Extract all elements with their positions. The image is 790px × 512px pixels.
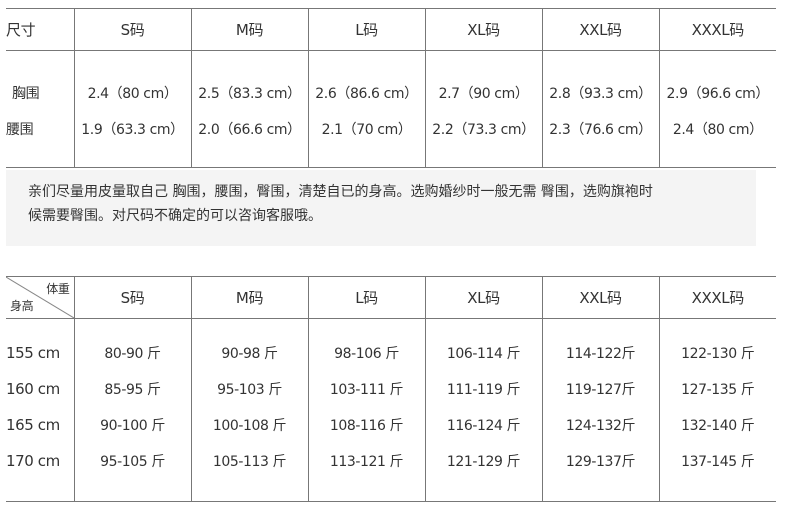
size-header: XL码 [424,276,542,319]
cell: 2.8（93.3 cm） [541,75,659,111]
height-weight-size-table: 体重 身高 S码 M码 L码 XL码 XXL码 XXXL码 155 cm 80-… [6,276,776,502]
row-label: 腰围 [6,122,34,138]
cell: 2.7（90 cm） [424,75,542,111]
cell: 132-140 斤 [658,407,776,443]
note-line: 亲们尽量用皮量取自己 胸围，腰围，臀围，清楚自已的身高。选购婚纱时一般无需 臀围… [28,184,653,200]
cell: 111-119 斤 [424,371,542,407]
size-header: S码 [73,276,191,319]
row-label: 155 cm [6,344,60,362]
cell: 2.5（83.3 cm） [190,75,308,111]
cell: 127-135 斤 [658,371,776,407]
cell: 137-145 斤 [658,443,776,479]
cell: 90-98 斤 [190,335,308,371]
size-header: L码 [307,276,425,319]
size-header: M码 [190,276,308,319]
row-label: 165 cm [6,416,60,434]
height-label: 身高 [10,299,34,313]
table-row: 腰围 1.9（63.3 cm） 2.0（66.6 cm） 2.1（70 cm） … [6,111,776,147]
cell: 124-132斤 [541,407,659,443]
corner-label: 尺寸 [6,8,74,51]
corner-cell: 体重 身高 [6,276,74,319]
cell: 98-106 斤 [307,335,425,371]
size-header: M码 [190,8,308,51]
table-row: 160 cm 85-95 斤 95-103 斤 103-111 斤 111-11… [6,371,776,407]
cell: 90-100 斤 [73,407,191,443]
header-row: 尺寸 S码 M码 L码 XL码 XXL码 XXXL码 [6,8,776,51]
cell: 95-103 斤 [190,371,308,407]
cell: 122-130 斤 [658,335,776,371]
cell: 2.9（96.6 cm） [658,75,776,111]
cell: 129-137斤 [541,443,659,479]
cell: 2.2（73.3 cm） [424,111,542,147]
size-header: XXXL码 [658,276,776,319]
cell: 106-114 斤 [424,335,542,371]
measurement-size-table: 尺寸 S码 M码 L码 XL码 XXL码 XXXL码 胸围 2.4（80 cm）… [6,8,776,168]
table-row: 胸围 2.4（80 cm） 2.5（83.3 cm） 2.6（86.6 cm） … [6,75,776,111]
note-line: 候需要臀围。对尺码不确定的可以咨询客服哦。 [28,208,322,224]
size-header: XXL码 [541,8,659,51]
header-row: 体重 身高 S码 M码 L码 XL码 XXL码 XXXL码 [6,276,776,319]
cell: 85-95 斤 [73,371,191,407]
cell: 2.1（70 cm） [307,111,425,147]
table-row: 155 cm 80-90 斤 90-98 斤 98-106 斤 106-114 … [6,335,776,371]
cell: 100-108 斤 [190,407,308,443]
table-row: 170 cm 95-105 斤 105-113 斤 113-121 斤 121-… [6,443,776,479]
cell: 114-122斤 [541,335,659,371]
cell: 2.3（76.6 cm） [541,111,659,147]
size-header: L码 [307,8,425,51]
cell: 105-113 斤 [190,443,308,479]
cell: 1.9（63.3 cm） [73,111,191,147]
cell: 2.6（86.6 cm） [307,75,425,111]
cell: 119-127斤 [541,371,659,407]
cell: 2.4（80 cm） [658,111,776,147]
size-header: S码 [73,8,191,51]
cell: 2.0（66.6 cm） [190,111,308,147]
cell: 2.4（80 cm） [73,75,191,111]
size-header: XXXL码 [658,8,776,51]
size-header: XL码 [424,8,542,51]
size-header: XXL码 [541,276,659,319]
cell: 80-90 斤 [73,335,191,371]
row-label: 170 cm [6,452,60,470]
cell: 95-105 斤 [73,443,191,479]
cell: 121-129 斤 [424,443,542,479]
row-label: 胸围 [12,86,40,102]
row-label: 160 cm [6,380,60,398]
cell: 108-116 斤 [307,407,425,443]
table-row [6,50,776,75]
cell: 113-121 斤 [307,443,425,479]
table-row: 165 cm 90-100 斤 100-108 斤 108-116 斤 116-… [6,407,776,443]
diagonal-divider [6,277,74,318]
cell: 103-111 斤 [307,371,425,407]
sizing-note: 亲们尽量用皮量取自己 胸围，腰围，臀围，清楚自已的身高。选购婚纱时一般无需 臀围… [6,170,756,246]
weight-label: 体重 [46,282,70,296]
cell: 116-124 斤 [424,407,542,443]
